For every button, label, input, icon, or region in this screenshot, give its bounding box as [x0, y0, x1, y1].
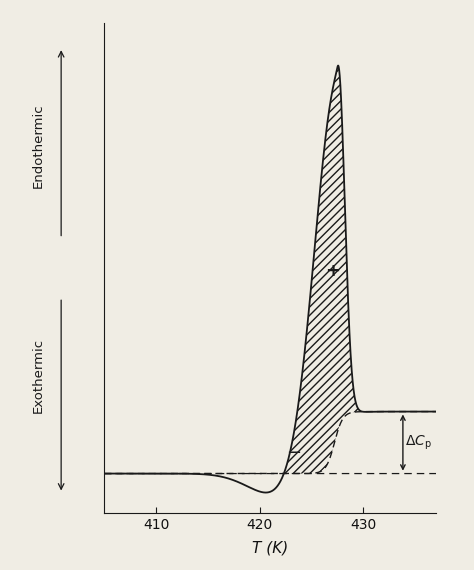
Text: −: − — [286, 444, 301, 462]
Text: $\Delta C_{\mathrm{p}}$: $\Delta C_{\mathrm{p}}$ — [405, 433, 432, 451]
Text: Endothermic: Endothermic — [31, 103, 45, 188]
Text: Exothermic: Exothermic — [31, 338, 45, 413]
X-axis label: T (K): T (K) — [252, 540, 288, 555]
Text: +: + — [325, 262, 340, 280]
